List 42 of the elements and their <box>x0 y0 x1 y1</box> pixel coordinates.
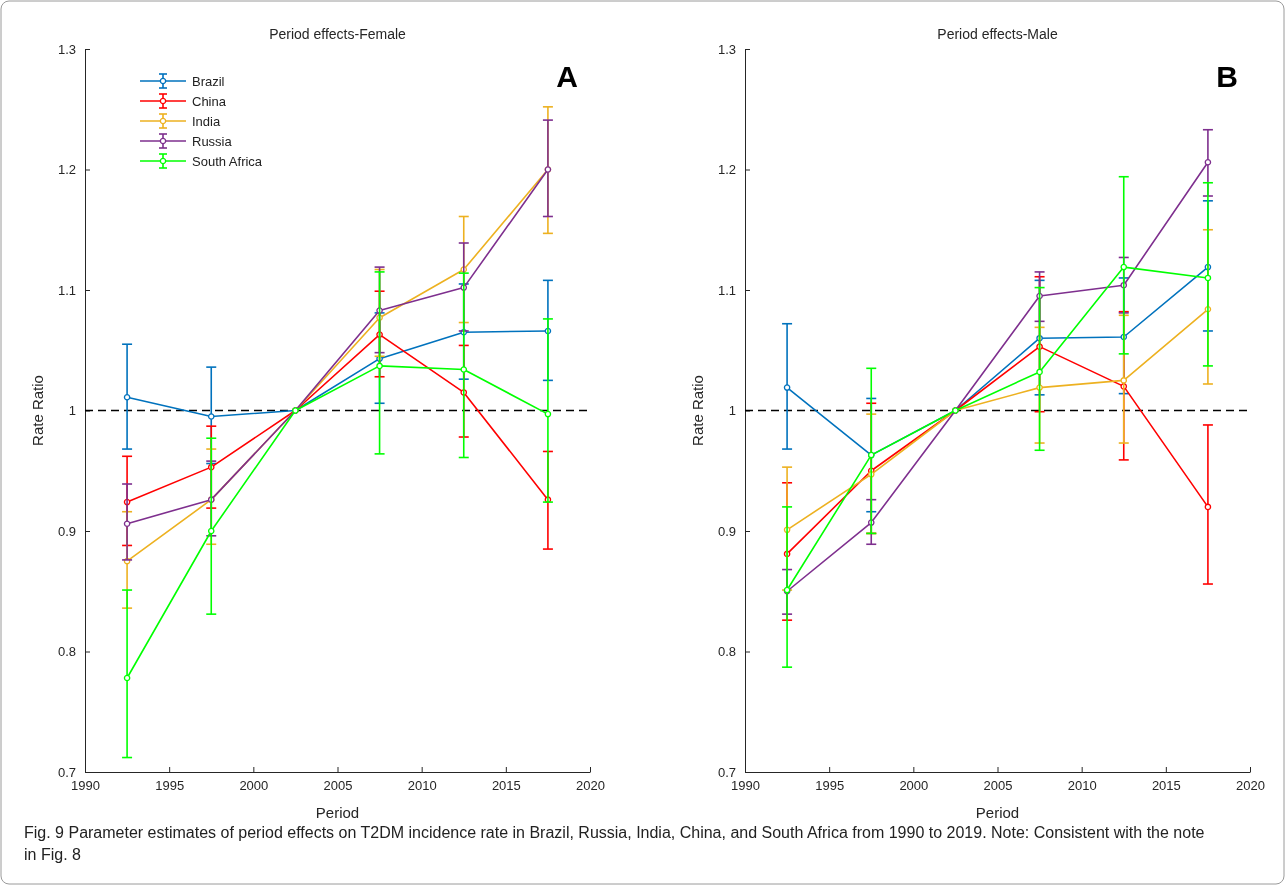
y-tick-label: 0.7 <box>717 764 736 780</box>
caption: Fig. 9 Parameter estimates of period effects on T2DM incidence rate in Brazil, Russia, India, China, and South Africa from 1990 to 2019. Note: Consistent with the note in Fig. 8 <box>24 824 1205 863</box>
y-tick-label: 1.2 <box>57 162 76 178</box>
chart-title: Period effects-Female <box>269 26 407 42</box>
annotation: A <box>556 60 578 93</box>
x-axis-title: Period <box>975 804 1020 821</box>
legend-label: Brazil <box>192 74 225 89</box>
legend-label: China <box>192 94 227 109</box>
y-tick-label: 1 <box>728 403 736 419</box>
y-axis-title: Rate Ratio <box>689 375 706 446</box>
x-axis-title: Period <box>315 804 360 821</box>
x-tick-label: 2020 <box>576 778 605 794</box>
y-tick-label: 0.9 <box>717 523 736 539</box>
y-tick-label: 0.8 <box>717 644 736 660</box>
x-tick-label: 2020 <box>1236 778 1265 794</box>
y-tick-label: 0.7 <box>57 764 76 780</box>
legend-label: India <box>192 114 221 129</box>
y-tick-label: 1.3 <box>57 41 76 57</box>
x-tick-label: 1990 <box>71 778 100 794</box>
x-tick-label: 2010 <box>1067 778 1097 794</box>
x-tick-label: 2000 <box>239 778 269 794</box>
y-tick-label: 1.1 <box>57 282 76 298</box>
annotation: B <box>1216 60 1238 93</box>
x-tick-label: 1995 <box>155 778 185 794</box>
x-tick-label: 2005 <box>323 778 353 794</box>
x-tick-label: 2015 <box>491 778 521 794</box>
x-tick-label: 2010 <box>407 778 437 794</box>
x-tick-label: 1995 <box>815 778 845 794</box>
y-axis-title: Rate Ratio <box>29 375 46 446</box>
x-tick-label: 1990 <box>731 778 760 794</box>
legend-label: Russia <box>192 134 233 149</box>
y-tick-label: 1.3 <box>717 41 736 57</box>
chart-title: Period effects-Male <box>937 26 1058 42</box>
y-tick-label: 1 <box>68 403 76 419</box>
x-tick-label: 2015 <box>1151 778 1181 794</box>
legend-label: South Africa <box>192 154 263 169</box>
x-tick-label: 2000 <box>899 778 929 794</box>
y-tick-label: 0.8 <box>57 644 76 660</box>
x-tick-label: 2005 <box>983 778 1013 794</box>
y-tick-label: 1.2 <box>717 162 736 178</box>
y-tick-label: 0.9 <box>57 523 76 539</box>
y-tick-label: 1.1 <box>717 282 736 298</box>
